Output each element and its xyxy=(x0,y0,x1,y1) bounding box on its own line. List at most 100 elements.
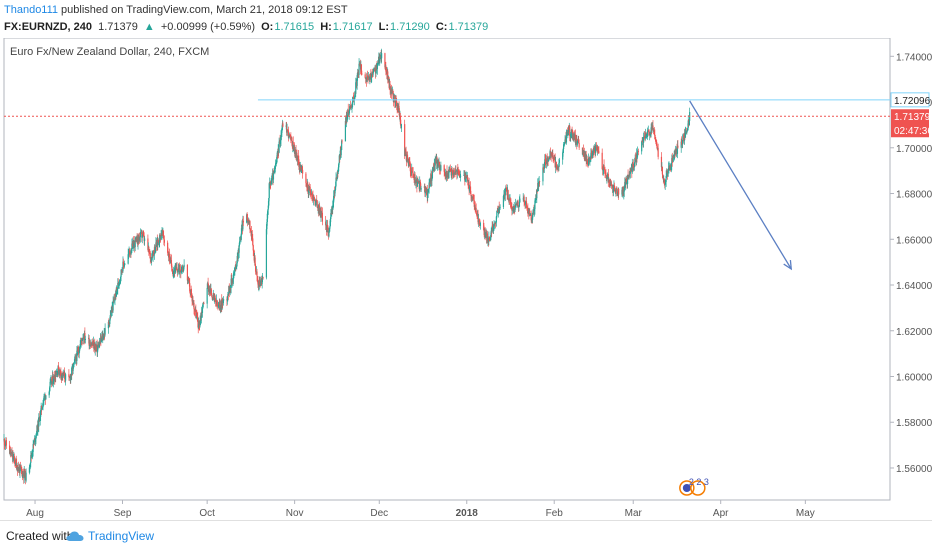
candle-body xyxy=(52,381,54,384)
candle-body xyxy=(177,268,180,270)
candle-body xyxy=(544,159,546,161)
candle-body xyxy=(682,135,685,138)
candle-body xyxy=(650,134,652,136)
candle-body xyxy=(499,207,501,209)
up-arrow-icon: ▲ xyxy=(143,21,155,33)
price-chart[interactable]: Euro Fx/New Zealand Dollar, 240, FXCM 2 … xyxy=(0,38,932,520)
candle-body xyxy=(661,166,663,175)
candle-body xyxy=(650,127,652,135)
last-price-tag xyxy=(891,109,929,138)
candle-body xyxy=(270,182,272,186)
open-label: O: xyxy=(261,21,274,33)
candle-body xyxy=(595,146,598,149)
candle-body xyxy=(120,269,122,277)
candle-body xyxy=(5,440,7,446)
candle-body xyxy=(670,164,672,168)
candle-body xyxy=(298,159,300,167)
candle-body xyxy=(433,167,435,171)
candle-body xyxy=(33,440,35,445)
candle-body xyxy=(593,150,595,153)
candle-body xyxy=(288,134,291,138)
candle-body xyxy=(396,101,398,106)
candle-body xyxy=(652,125,654,131)
candle-body xyxy=(571,130,574,140)
candle-body xyxy=(489,238,491,240)
candle-body xyxy=(122,261,124,272)
candle-body xyxy=(634,157,636,163)
candle-body xyxy=(279,140,282,144)
candle-body xyxy=(454,172,456,174)
candle-body xyxy=(681,141,683,144)
candle-body xyxy=(135,237,137,240)
candle-body xyxy=(282,123,284,127)
candle-body xyxy=(19,465,22,469)
candle-body xyxy=(666,171,668,177)
candle-body xyxy=(390,89,393,94)
last-price: 1.71379 xyxy=(98,21,138,33)
candle-body xyxy=(352,96,354,102)
candle-body xyxy=(662,176,664,180)
candle-body xyxy=(240,228,243,236)
candle-body xyxy=(398,111,401,117)
time-axis[interactable]: Aug Sep Oct Nov Dec 2018 Feb Mar Apr May xyxy=(26,500,815,519)
candle-body xyxy=(448,169,450,178)
candle-body xyxy=(75,356,77,359)
candle-body xyxy=(419,181,421,190)
candle-body xyxy=(216,300,218,305)
candle-body xyxy=(310,192,312,195)
author-link[interactable]: Thando111 xyxy=(4,4,59,16)
candle-body xyxy=(607,173,609,183)
candle-body xyxy=(179,269,181,271)
candle-body xyxy=(351,101,354,107)
candle-body xyxy=(549,151,552,155)
candle-body xyxy=(139,237,141,241)
candle-body xyxy=(505,187,507,189)
candle-body xyxy=(419,181,421,184)
y-tick-label: 1.64000 xyxy=(896,281,932,292)
candle-body xyxy=(608,180,610,183)
candle-body xyxy=(534,200,536,210)
candle-body xyxy=(41,407,44,409)
candle-body xyxy=(68,374,70,378)
candle-body xyxy=(473,200,475,207)
candle-body xyxy=(149,252,151,259)
candle-body xyxy=(167,252,169,256)
candle-body xyxy=(213,293,215,295)
candle-body xyxy=(168,254,171,261)
candle-body xyxy=(490,235,492,240)
candle-body xyxy=(554,157,556,159)
candle-body xyxy=(550,154,553,156)
candle-body xyxy=(22,472,24,475)
candle-body xyxy=(361,73,363,75)
candle-body xyxy=(662,174,664,177)
candle-body xyxy=(622,187,624,194)
candle-body xyxy=(512,208,514,211)
candle-body xyxy=(357,72,359,76)
cloud-icon xyxy=(66,531,84,541)
candle-body xyxy=(364,74,366,78)
candle-body xyxy=(677,145,679,148)
tradingview-logo[interactable]: TradingView xyxy=(66,521,154,551)
candle-body xyxy=(326,225,329,228)
price-change: +0.00999 (+0.59%) xyxy=(160,21,256,33)
candle-body xyxy=(633,164,635,167)
candle-body xyxy=(71,367,73,375)
candle-body xyxy=(431,172,434,179)
x-tick-label: Apr xyxy=(713,508,729,519)
price-axis[interactable]: 1.740001.720001.700001.680001.660001.640… xyxy=(890,52,932,475)
candle-body xyxy=(171,270,173,272)
candle-body xyxy=(275,164,277,165)
candle-body xyxy=(514,207,516,210)
candle-body xyxy=(557,166,559,168)
candle-body xyxy=(353,98,355,100)
candle-body xyxy=(274,164,276,170)
candle-body xyxy=(634,162,636,167)
candle-body xyxy=(276,152,278,158)
candle-body xyxy=(538,181,540,188)
candle-body xyxy=(291,137,293,141)
candle-body xyxy=(20,467,23,471)
candle-body xyxy=(186,264,189,281)
candle-body xyxy=(118,283,120,285)
candle-body xyxy=(534,200,537,201)
candle-body xyxy=(267,205,269,210)
